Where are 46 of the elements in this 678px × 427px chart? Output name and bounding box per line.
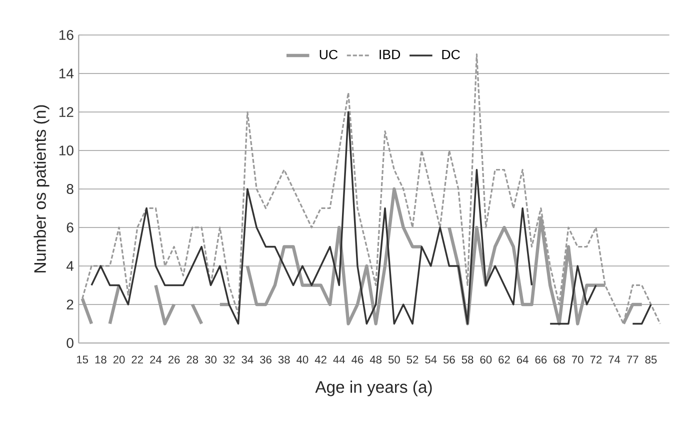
x-tick-label: 30: [205, 356, 216, 364]
x-tick-label: 44: [333, 356, 345, 364]
legend-label: UC: [320, 50, 338, 60]
x-tick-label: 56: [443, 356, 455, 364]
y-tick-label: 14: [59, 68, 74, 78]
x-tick-label: 22: [132, 356, 143, 364]
x-tick-label: 28: [186, 356, 198, 364]
x-axis-title: Age in years (a): [315, 380, 432, 396]
legend-label: IBD: [380, 50, 400, 60]
x-tick-label: 77: [627, 356, 638, 364]
y-tick-label: 12: [59, 107, 74, 117]
y-axis-title: Number os patients (n): [34, 105, 50, 272]
x-tick-label: 62: [498, 356, 510, 364]
x-tick-label: 46: [352, 356, 364, 364]
x-tick-label: 72: [590, 356, 602, 364]
x-tick-label: 64: [516, 356, 528, 364]
y-tick-label: 2: [66, 300, 74, 310]
x-tick-label: 85: [645, 356, 657, 364]
x-tick-label: 52: [406, 356, 418, 364]
y-tick-label: 6: [66, 222, 74, 232]
x-tick-label: 70: [572, 356, 584, 364]
x-tick-label: 74: [608, 356, 620, 364]
x-tick-label: 58: [462, 356, 474, 364]
x-tick-label: 26: [168, 356, 180, 364]
y-tick-label: 16: [59, 30, 74, 40]
y-tick-label: 10: [59, 146, 74, 156]
legend-label: DC: [442, 50, 460, 60]
x-tick-label: 20: [113, 356, 125, 364]
x-tick-label: 32: [223, 356, 235, 364]
x-tick-label: 60: [480, 356, 492, 364]
x-tick-label: 68: [554, 356, 565, 364]
x-tick-label: 40: [296, 356, 308, 364]
x-tick-label: 42: [314, 356, 326, 364]
x-tick-label: 15: [77, 356, 88, 364]
x-tick-label: 36: [260, 356, 272, 364]
x-tick-label: 18: [95, 356, 106, 364]
x-tick-label: 54: [425, 356, 437, 364]
x-tick-label: 50: [388, 356, 400, 364]
x-tick-label: 38: [278, 356, 290, 364]
y-tick-label: 8: [66, 184, 74, 194]
y-tick-label: 0: [66, 338, 74, 348]
x-tick-label: 34: [242, 356, 254, 364]
x-tick-label: 48: [370, 356, 382, 364]
x-tick-label: 66: [535, 356, 547, 364]
y-tick-label: 4: [66, 261, 74, 271]
x-tick-label: 24: [150, 356, 162, 364]
